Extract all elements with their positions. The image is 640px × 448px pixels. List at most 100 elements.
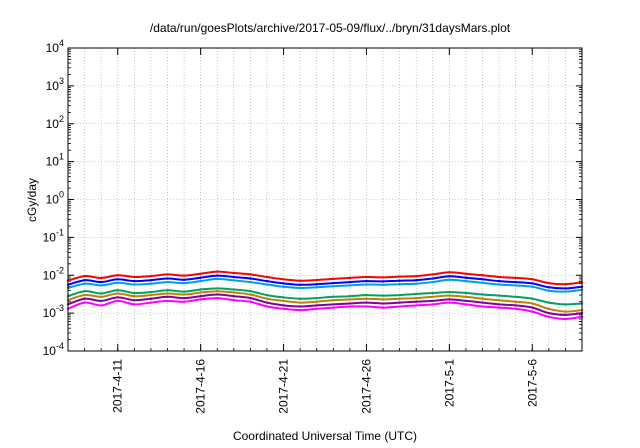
series-6-point bbox=[116, 296, 119, 299]
series-5-point bbox=[547, 307, 550, 310]
series-5-point bbox=[182, 293, 186, 296]
series-6-point bbox=[332, 303, 335, 306]
series-7-point bbox=[100, 304, 103, 307]
series-5-point bbox=[381, 298, 385, 301]
series-2-point bbox=[381, 280, 385, 283]
x-tick-labels: 2017-4-11 2017-4-16 2017-4-21 2017-4-26 2017… bbox=[111, 359, 540, 414]
series-2-point bbox=[282, 282, 285, 285]
series-7-point bbox=[431, 303, 434, 306]
series-2-point bbox=[514, 280, 517, 284]
series-4-point bbox=[83, 290, 86, 293]
series-1-point bbox=[100, 276, 103, 280]
series-3-point bbox=[365, 283, 368, 286]
series-2-point bbox=[166, 277, 169, 280]
series-6-point bbox=[481, 301, 484, 304]
series-3-point bbox=[398, 283, 401, 286]
series-line-3 bbox=[67, 277, 583, 293]
series-1-point bbox=[415, 274, 418, 278]
series-4-point bbox=[348, 295, 352, 298]
series-1-point bbox=[216, 270, 219, 273]
series-3-point bbox=[531, 285, 534, 288]
series-7-point bbox=[133, 303, 136, 306]
series-6-point bbox=[232, 295, 235, 298]
series-4-point bbox=[232, 288, 235, 291]
series-6-point bbox=[249, 296, 252, 300]
series-2-point bbox=[133, 279, 136, 283]
series-7-point bbox=[448, 301, 451, 304]
series-3-point bbox=[415, 282, 418, 285]
series-1-point bbox=[547, 281, 550, 285]
y-tick-label: 104 bbox=[46, 38, 64, 55]
series-7-point bbox=[381, 306, 385, 309]
series-2-point bbox=[431, 277, 434, 280]
series-6-point bbox=[398, 301, 401, 304]
series-7-point bbox=[398, 305, 401, 308]
x-tick-label: 2017-5-1 bbox=[442, 359, 456, 407]
series-2-point bbox=[415, 279, 418, 282]
series-4-point bbox=[216, 287, 219, 290]
series-2-point bbox=[149, 279, 153, 282]
series-5-point bbox=[365, 297, 368, 300]
series-3-point bbox=[464, 279, 468, 283]
series-2-point bbox=[265, 279, 269, 283]
series-2-point bbox=[216, 274, 219, 277]
series-1-point bbox=[564, 283, 567, 286]
series-3-point bbox=[166, 280, 169, 284]
series-6-point bbox=[298, 305, 302, 308]
series-5-point bbox=[415, 296, 418, 300]
series-line-4 bbox=[67, 287, 583, 306]
series-4-point bbox=[332, 295, 335, 298]
series-1-point bbox=[133, 275, 136, 279]
series-1-point bbox=[265, 275, 269, 279]
series-5-point bbox=[514, 300, 517, 303]
series-2-point bbox=[481, 278, 484, 281]
series-6-point bbox=[315, 304, 318, 307]
series-3-point bbox=[564, 290, 567, 293]
series-6-point bbox=[464, 299, 468, 303]
series-1-point bbox=[497, 275, 501, 279]
series-4-point bbox=[100, 292, 103, 295]
series-7-point bbox=[265, 305, 269, 308]
series-5-point bbox=[332, 299, 335, 302]
series-7-point bbox=[315, 307, 318, 310]
series-7-point bbox=[249, 300, 252, 303]
series-5-point bbox=[464, 295, 468, 298]
series-7-point bbox=[182, 300, 186, 303]
series-2-point bbox=[249, 277, 252, 280]
series-5-point bbox=[166, 292, 169, 295]
series-5-point bbox=[315, 300, 318, 303]
y-tick-label: 10-2 bbox=[43, 265, 64, 282]
y-tick-label: 103 bbox=[46, 76, 64, 93]
series-7-point bbox=[415, 304, 418, 307]
series-1-point bbox=[365, 275, 368, 279]
series-3-point bbox=[282, 285, 285, 288]
series-2-point bbox=[398, 279, 401, 282]
y-tick-label: 10-3 bbox=[43, 303, 64, 320]
series-1-point bbox=[282, 278, 285, 281]
series-1-point bbox=[514, 276, 517, 280]
series-7-point bbox=[199, 298, 202, 301]
y-tick-labels: 10-4 10-3 10-2 10-1 100 101 102 103 104 bbox=[43, 38, 64, 358]
series-4-point bbox=[547, 301, 550, 304]
series-7-point bbox=[166, 299, 169, 303]
series-1-point bbox=[182, 274, 186, 277]
series-1-point bbox=[83, 274, 86, 278]
series-6-point bbox=[100, 299, 103, 303]
series-6-point bbox=[564, 313, 567, 317]
series-5-point bbox=[448, 294, 451, 297]
series-5-point bbox=[100, 295, 103, 298]
series-7-point bbox=[83, 301, 86, 304]
series-4-point bbox=[481, 293, 484, 296]
series-1-point bbox=[531, 278, 534, 281]
series-6-point bbox=[348, 302, 352, 305]
series-lines bbox=[66, 270, 584, 321]
series-6-point bbox=[514, 304, 517, 307]
series-7-point bbox=[514, 307, 517, 310]
series-2-point bbox=[116, 278, 119, 281]
series-2-point bbox=[497, 279, 501, 283]
series-3-point bbox=[116, 281, 119, 284]
y-tick-label: 101 bbox=[46, 152, 64, 169]
series-7-point bbox=[497, 306, 501, 309]
series-6-point bbox=[415, 300, 418, 303]
